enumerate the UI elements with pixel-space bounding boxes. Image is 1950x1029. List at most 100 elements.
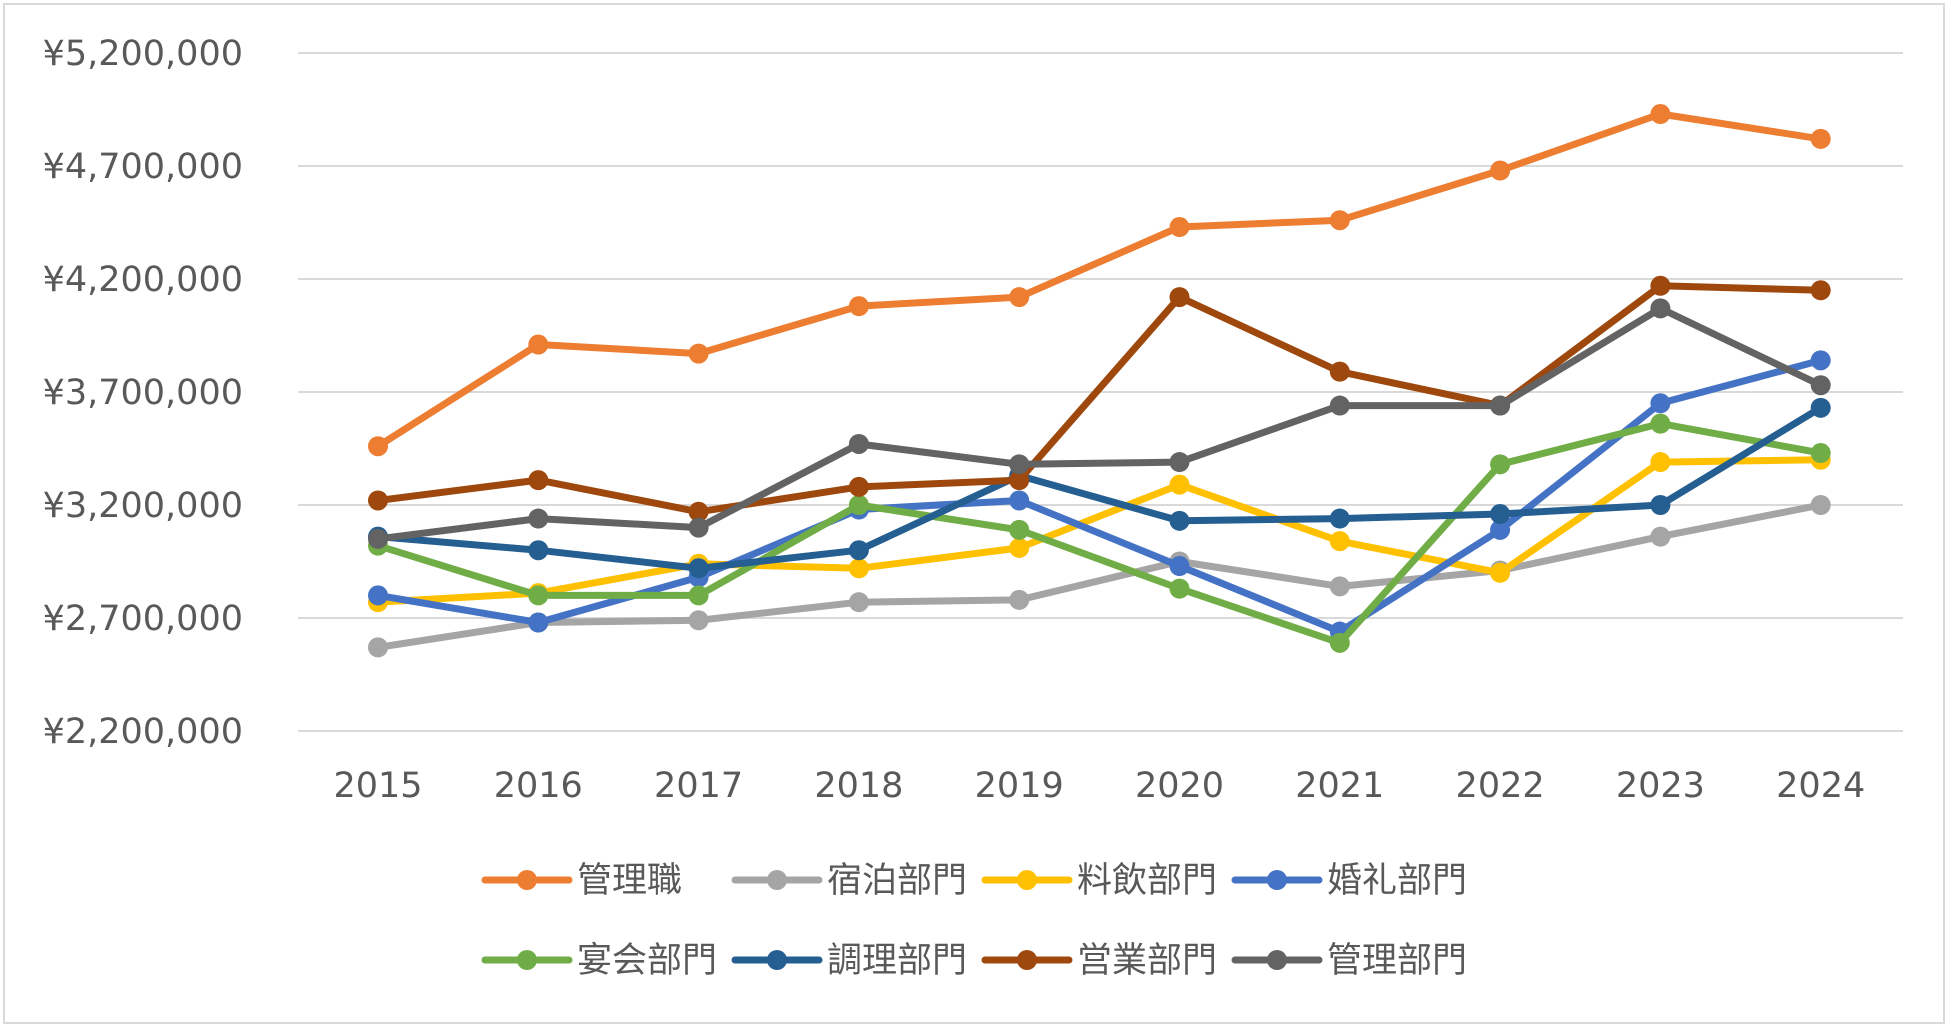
- data-point: [688, 517, 709, 538]
- series-line: [374, 456, 1825, 606]
- legend-label: 管理職: [577, 861, 682, 901]
- data-point: [528, 334, 549, 355]
- data-point: [368, 436, 388, 457]
- legend-item: 宿泊部門: [731, 861, 967, 901]
- data-point: [528, 540, 549, 561]
- data-point: [1169, 510, 1190, 531]
- data-point: [1490, 454, 1511, 475]
- data-point: [368, 490, 388, 511]
- data-point: [368, 585, 388, 606]
- x-tick-label: 2020: [1135, 766, 1224, 806]
- data-point: [1169, 452, 1190, 473]
- legend-swatch-marker: [767, 870, 787, 890]
- data-point: [1650, 452, 1671, 473]
- data-point: [1009, 519, 1030, 540]
- data-point: [1329, 531, 1350, 552]
- series-line: [374, 404, 1825, 572]
- series-管理職: [368, 104, 1831, 457]
- data-point: [1009, 537, 1030, 558]
- data-point: [848, 476, 869, 497]
- y-tick-label: ¥3,700,000: [43, 373, 243, 413]
- data-point: [1810, 128, 1831, 149]
- legend-label: 調理部門: [827, 941, 967, 981]
- series-line: [374, 282, 1825, 516]
- data-point: [1169, 287, 1190, 308]
- data-point: [1009, 470, 1030, 491]
- y-tick-label: ¥2,200,000: [43, 712, 243, 752]
- x-tick-label: 2024: [1776, 766, 1865, 806]
- data-point: [528, 585, 549, 606]
- data-point: [528, 470, 549, 491]
- data-point: [528, 508, 549, 529]
- x-tick-label: 2021: [1295, 766, 1384, 806]
- data-point: [1650, 298, 1671, 319]
- y-axis-labels: ¥2,200,000 ¥2,700,000 ¥3,200,000 ¥3,700,000…: [43, 34, 243, 752]
- x-tick-label: 2019: [975, 766, 1064, 806]
- legend-item: 料飲部門: [981, 861, 1217, 901]
- data-point: [1650, 495, 1671, 515]
- data-point: [1329, 361, 1350, 382]
- data-point: [1650, 275, 1671, 296]
- legend-swatch-marker: [1267, 950, 1287, 970]
- legend-label: 営業部門: [1077, 941, 1217, 981]
- data-point: [1329, 508, 1350, 529]
- legend-swatch-marker: [1267, 870, 1287, 890]
- data-point: [528, 612, 549, 633]
- data-point: [1329, 210, 1350, 231]
- data-point: [848, 495, 869, 515]
- series-line: [374, 420, 1825, 647]
- legend-label: 管理部門: [1327, 941, 1467, 981]
- data-point: [1650, 413, 1671, 434]
- legend-item: 宴会部門: [481, 941, 717, 981]
- legend-item: 婚礼部門: [1231, 861, 1467, 901]
- data-point: [688, 558, 709, 579]
- chart-frame: [3, 3, 1945, 1024]
- data-point: [1329, 576, 1350, 597]
- data-point: [368, 637, 388, 658]
- legend-swatch-marker: [767, 950, 787, 970]
- legend-swatch-marker: [517, 950, 537, 970]
- data-point: [688, 501, 709, 522]
- data-point: [1490, 519, 1511, 540]
- x-axis-labels: 2015 2016 2017 2018 2019 2020 2021 2022 2023 2024: [333, 766, 1865, 806]
- data-point: [368, 528, 388, 549]
- data-point: [848, 540, 869, 561]
- legend-swatch-marker: [1017, 950, 1037, 970]
- data-point: [1009, 589, 1030, 610]
- data-point: [1650, 393, 1671, 414]
- data-point: [1490, 160, 1511, 181]
- data-point: [1329, 395, 1350, 416]
- legend-label: 宿泊部門: [827, 861, 967, 901]
- legend-swatch-marker: [517, 870, 537, 890]
- x-tick-label: 2023: [1616, 766, 1705, 806]
- data-point: [1169, 217, 1190, 238]
- data-point: [848, 592, 869, 613]
- data-point: [1169, 556, 1190, 577]
- series-婚礼部門: [368, 350, 1831, 642]
- legend-item: 営業部門: [981, 941, 1217, 981]
- data-point: [1490, 562, 1511, 583]
- series-line: [374, 356, 1825, 636]
- x-tick-label: 2017: [654, 766, 743, 806]
- data-point: [688, 343, 709, 364]
- data-point: [1810, 443, 1831, 464]
- series-管理部門: [368, 298, 1831, 549]
- data-point: [1009, 490, 1030, 511]
- series-line: [374, 501, 1825, 651]
- data-point: [1810, 397, 1831, 418]
- series-line: [374, 110, 1825, 450]
- x-tick-label: 2015: [333, 766, 422, 806]
- data-point: [1810, 495, 1831, 515]
- data-point: [848, 296, 869, 317]
- legend-label: 婚礼部門: [1327, 861, 1467, 901]
- data-point: [1169, 578, 1190, 599]
- data-point: [688, 610, 709, 631]
- data-point: [1169, 474, 1190, 495]
- data-point: [688, 585, 709, 606]
- series-lines: [368, 104, 1831, 658]
- legend-item: 管理部門: [1231, 941, 1467, 981]
- data-point: [1650, 526, 1671, 547]
- series-line: [374, 304, 1825, 543]
- legend-label: 宴会部門: [577, 941, 717, 981]
